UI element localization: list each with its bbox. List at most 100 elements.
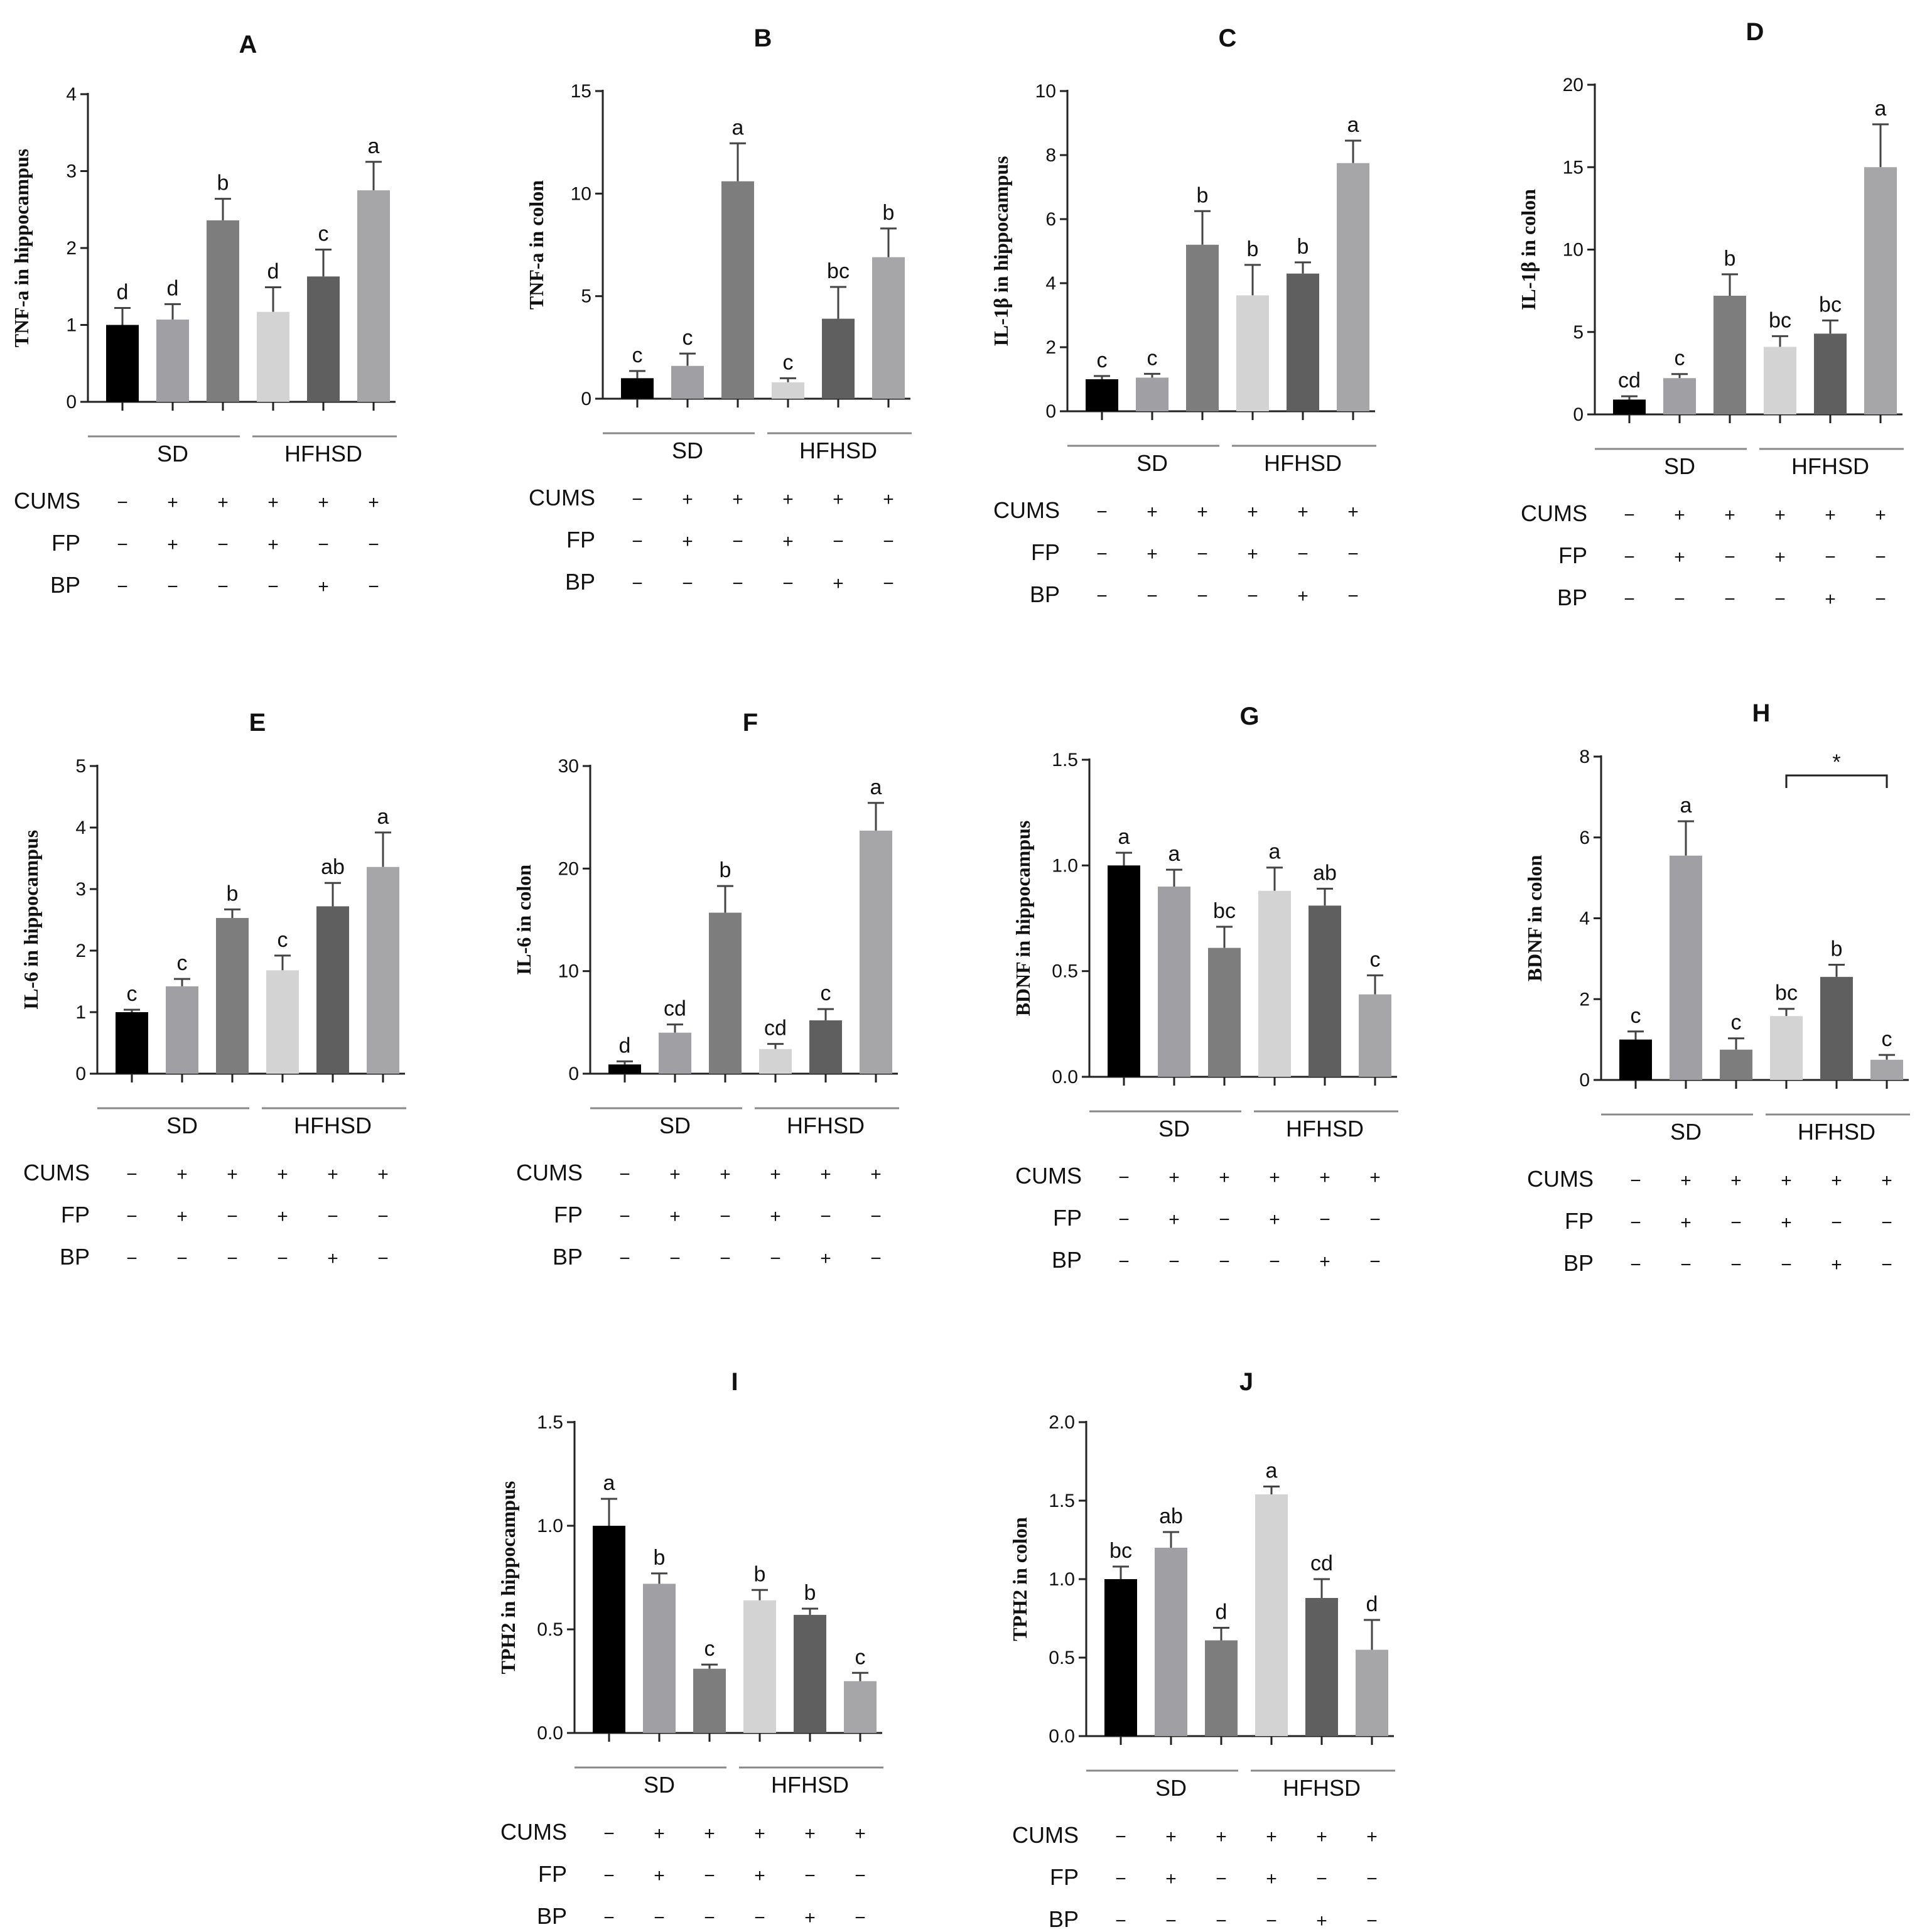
panel-A: A TNF-a in hippocampus 0 1 2 3 4 d d b d c a SD HFHSD C… <box>10 31 397 598</box>
bar <box>1236 295 1269 411</box>
treatment-sign: + <box>1774 505 1786 526</box>
group-label-sd: SD <box>1158 1116 1190 1141</box>
group-label-sd: SD <box>659 1113 691 1138</box>
treatment-label: BP <box>50 572 80 598</box>
panel-letter: H <box>1752 699 1771 727</box>
treatment-label: BP <box>565 569 595 595</box>
bar <box>1086 379 1118 411</box>
treatment-sign: − <box>1216 1911 1227 1931</box>
y-tick-label: 1.0 <box>537 1516 563 1536</box>
treatment-sign: − <box>1096 502 1108 522</box>
significance-letter: a <box>1266 1459 1278 1483</box>
treatment-sign: + <box>1724 505 1735 526</box>
treatment-sign: + <box>754 1865 765 1886</box>
significance-letter: a <box>1875 97 1887 121</box>
treatment-sign: − <box>1624 589 1635 610</box>
treatment-sign: + <box>368 492 379 513</box>
treatment-label: FP <box>1565 1208 1594 1234</box>
bar <box>1104 1579 1137 1736</box>
y-tick-label: 1.0 <box>1049 1569 1075 1590</box>
treatment-sign: + <box>754 1823 765 1844</box>
group-label-sd: SD <box>1664 453 1695 479</box>
panel-letter: E <box>249 709 266 737</box>
treatment-label: BP <box>537 1903 567 1929</box>
treatment-label: CUMS <box>500 1819 567 1845</box>
treatment-sign: − <box>654 1908 665 1928</box>
treatment-sign: − <box>1624 547 1635 568</box>
group-label-sd: SD <box>1155 1775 1187 1801</box>
treatment-sign: − <box>1118 1167 1130 1188</box>
treatment-sign: − <box>1630 1212 1641 1233</box>
bar <box>1820 976 1853 1080</box>
treatment-sign: − <box>720 1206 731 1227</box>
y-tick-label: 0.0 <box>537 1723 563 1744</box>
significance-letter: b <box>720 858 731 882</box>
treatment-sign: + <box>1369 1167 1381 1188</box>
bar <box>1309 905 1341 1077</box>
treatment-sign: − <box>632 531 643 552</box>
treatment-sign: − <box>804 1865 816 1886</box>
significance-letter: cd <box>664 997 686 1021</box>
significance-letter: d <box>619 1033 631 1057</box>
significance-letter: c <box>704 1637 715 1661</box>
treatment-sign: − <box>1875 547 1886 568</box>
significance-letter: c <box>855 1645 866 1669</box>
y-tick-label: 5 <box>1573 322 1584 343</box>
treatment-sign: − <box>632 573 643 594</box>
treatment-sign: − <box>1875 589 1886 610</box>
significance-letter: b <box>654 1546 666 1570</box>
treatment-sign: − <box>1219 1251 1230 1272</box>
significance-letter: b <box>1297 235 1309 259</box>
treatment-sign: + <box>1881 1170 1892 1191</box>
significance-letter: c <box>1882 1027 1892 1051</box>
treatment-sign: + <box>1319 1167 1330 1188</box>
treatment-sign: − <box>327 1206 338 1227</box>
treatment-sign: + <box>176 1164 188 1185</box>
bar <box>809 1020 842 1074</box>
treatment-sign: + <box>682 531 693 552</box>
y-tick-label: 1.5 <box>537 1412 563 1433</box>
treatment-sign: + <box>833 489 844 510</box>
significance-star: * <box>1832 750 1840 774</box>
treatment-sign: − <box>1197 586 1208 607</box>
significance-letter: bc <box>1819 293 1842 316</box>
y-tick-label: 1 <box>75 1002 86 1023</box>
bar <box>743 1600 776 1733</box>
treatment-sign: + <box>782 531 794 552</box>
treatment-sign: − <box>1730 1212 1742 1233</box>
y-tick-label: 0 <box>581 389 591 409</box>
significance-letter: a <box>1118 825 1130 849</box>
significance-letter: b <box>217 171 229 195</box>
group-label-sd: SD <box>672 438 703 463</box>
significance-letter: cd <box>1618 369 1641 392</box>
group-label-hfhsd: HFHSD <box>1264 450 1342 476</box>
bar <box>1287 273 1319 411</box>
y-tick-label: 6 <box>1045 209 1056 230</box>
significance-letter: a <box>870 775 882 799</box>
treatment-sign: − <box>1316 1869 1327 1889</box>
bar <box>1356 1649 1388 1736</box>
treatment-sign: − <box>720 1248 731 1269</box>
panel-letter: J <box>1239 1368 1253 1396</box>
bar <box>116 1012 148 1074</box>
significance-letter: ab <box>1159 1504 1183 1528</box>
bar <box>1359 994 1391 1077</box>
treatment-sign: − <box>176 1248 188 1269</box>
treatment-sign: + <box>277 1164 288 1185</box>
treatment-label: BP <box>60 1244 90 1270</box>
y-tick-label: 0.5 <box>537 1619 563 1640</box>
bar <box>1663 378 1696 414</box>
bar <box>1258 890 1291 1077</box>
significance-letter: a <box>377 805 389 829</box>
bar <box>822 318 855 399</box>
treatment-sign: − <box>377 1206 389 1227</box>
treatment-sign: + <box>732 489 743 510</box>
significance-letter: c <box>318 222 329 246</box>
treatment-sign: + <box>682 489 693 510</box>
significance-letter: b <box>1197 183 1209 207</box>
treatment-sign: − <box>1366 1869 1378 1889</box>
significance-letter: b <box>227 882 239 905</box>
treatment-sign: − <box>1369 1209 1381 1230</box>
treatment-sign: + <box>1316 1911 1327 1931</box>
